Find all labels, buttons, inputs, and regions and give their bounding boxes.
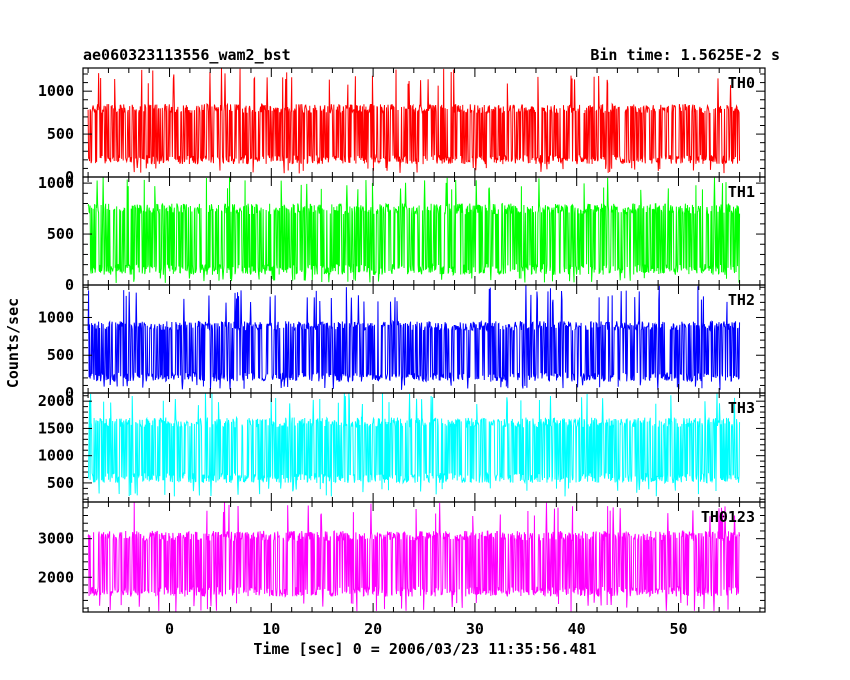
x-tick-label: 20 xyxy=(364,620,382,638)
x-axis-label: Time [sec] 0 = 2006/03/23 11:35:56.481 xyxy=(253,640,596,658)
y-tick-label: 1000 xyxy=(38,82,74,100)
y-tick-label: 0 xyxy=(65,384,74,402)
series-line-th2 xyxy=(87,285,741,390)
chart-title-left: ae060323113556_wam2_bst xyxy=(83,46,291,64)
y-tick-label: 0 xyxy=(65,276,74,294)
panel-label-th0123: TH0123 xyxy=(701,508,755,526)
x-tick-label: 10 xyxy=(262,620,280,638)
y-tick-label: 500 xyxy=(47,125,74,143)
panel-label-th3: TH3 xyxy=(728,399,755,417)
series-line-th0 xyxy=(87,68,741,174)
series-line-th1 xyxy=(87,177,741,283)
y-tick-label: 500 xyxy=(47,346,74,364)
x-tick-label: 40 xyxy=(568,620,586,638)
y-tick-label: 0 xyxy=(65,168,74,186)
y-tick-label: 2000 xyxy=(38,568,74,586)
y-tick-label: 500 xyxy=(47,225,74,243)
panel-frame xyxy=(82,501,766,613)
panel-label-th0: TH0 xyxy=(728,74,755,92)
y-tick-label: 1000 xyxy=(38,447,74,465)
y-tick-label: 3000 xyxy=(38,530,74,548)
panel-label-th1: TH1 xyxy=(728,183,755,201)
panel-th2 xyxy=(87,285,741,390)
y-axis-label: Counts/sec xyxy=(4,298,22,388)
y-tick-label: 1000 xyxy=(38,308,74,326)
series-line-th3 xyxy=(87,393,741,497)
y-tick-label: 1000 xyxy=(38,174,74,192)
x-tick-label: 50 xyxy=(669,620,687,638)
series-line-th0123 xyxy=(87,502,741,612)
panel-th0123 xyxy=(87,502,741,612)
y-tick-label: 1500 xyxy=(38,419,74,437)
panel-th3 xyxy=(87,393,741,497)
x-tick-label: 0 xyxy=(165,620,174,638)
panel-th1 xyxy=(87,177,741,283)
chart-title-right: Bin time: 1.5625E-2 s xyxy=(590,46,780,64)
y-tick-label: 500 xyxy=(47,474,74,492)
panel-label-th2: TH2 xyxy=(728,291,755,309)
x-tick-label: 30 xyxy=(466,620,484,638)
panel-th0 xyxy=(87,68,741,174)
y-tick-label: 2000 xyxy=(38,392,74,410)
